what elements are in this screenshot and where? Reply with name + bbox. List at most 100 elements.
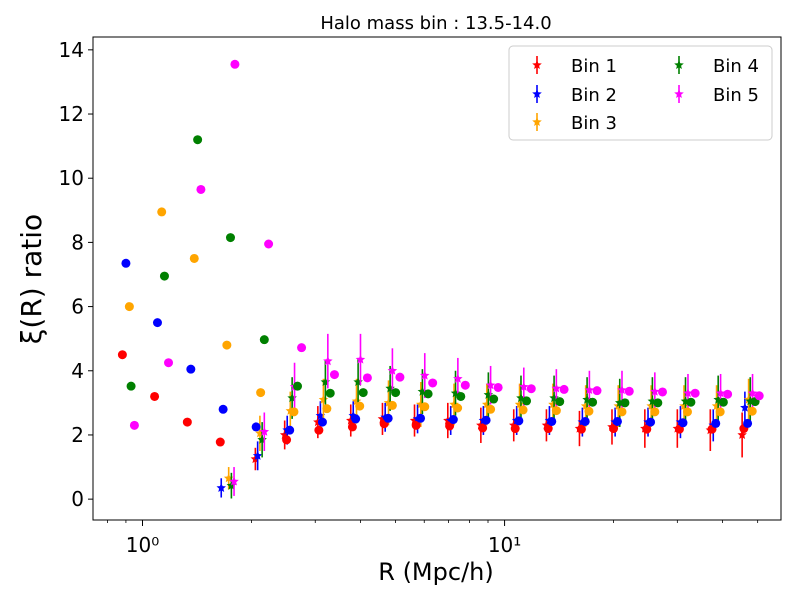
y-tick-label-7: 12 [59, 102, 84, 126]
series-1-circle-15 [609, 424, 619, 434]
series-5-point-8 [453, 373, 463, 383]
series-2-circle-7 [317, 417, 327, 427]
y-tick-label-3: 4 [71, 359, 84, 383]
series-4-circle-19 [718, 397, 728, 407]
series-5-circle-10 [428, 378, 438, 388]
series-5-circle-3 [196, 184, 206, 194]
series-5-point-11 [551, 383, 562, 393]
series-5-circle-18 [690, 388, 700, 398]
plot-frame [92, 36, 782, 521]
series-2-circle-17 [646, 417, 656, 427]
series-5-point-4 [323, 356, 333, 366]
series-4-circle-1 [126, 381, 136, 391]
series-5-circle-14 [559, 384, 569, 394]
series-2-circle-6 [285, 425, 295, 435]
series-4-circle-7 [325, 388, 335, 398]
series-3-circle-2 [157, 207, 167, 217]
series-2-circle-5 [251, 422, 261, 432]
series-1-circle-1 [117, 350, 127, 360]
series-4-circle-17 [653, 398, 663, 408]
series-1-circle-6 [314, 425, 324, 435]
y-tick-label-8: 14 [59, 38, 84, 62]
series-3-circle-4 [222, 340, 232, 350]
series-4-circle-11 [456, 391, 466, 401]
series-1-circle-16 [642, 424, 652, 434]
series-4-circle-13 [522, 396, 532, 406]
series-4-circle-15 [588, 397, 598, 407]
series-3-point-6 [383, 397, 394, 407]
series-4-point-7 [417, 386, 428, 396]
series-4-circle-16 [620, 398, 630, 408]
series-5-point-16 [715, 388, 726, 398]
series-3-circle-20 [747, 406, 757, 416]
series-1-circle-12 [510, 424, 520, 434]
series-5-circle-19 [723, 389, 733, 399]
series-1-circle-5 [282, 435, 292, 445]
series-2-point-4 [315, 410, 326, 420]
series-5-point-1 [229, 476, 239, 486]
series-1-circle-3 [182, 417, 192, 427]
series-1-point-16 [737, 430, 747, 439]
series-2-circle-9 [383, 413, 393, 423]
series-3-circle-6 [289, 407, 299, 417]
legend-label-1: Bin 1 [571, 56, 617, 77]
series-3-circle-1 [124, 302, 134, 312]
series-5-point-13 [617, 385, 627, 395]
series-5-circle-2 [164, 358, 174, 368]
series-3-point-2 [255, 428, 265, 438]
series-5-circle-1 [129, 420, 139, 430]
series-4-circle-14 [555, 397, 565, 407]
series-3-circle-13 [518, 405, 528, 415]
series-2-circle-16 [612, 416, 622, 426]
series-2-circle-15 [580, 416, 590, 426]
plot-marks [117, 59, 764, 499]
series-4-circle-3 [193, 135, 203, 145]
series-4-point-4 [320, 377, 331, 386]
series-4-circle-5 [259, 335, 269, 345]
series-4-circle-6 [293, 381, 303, 391]
series-3-circle-5 [256, 388, 266, 398]
legend-label-5: Bin 5 [713, 85, 759, 106]
axes: 0 2 4 6 8 10 12 14 10⁰ 10¹ [59, 38, 759, 557]
series-3-circle-12 [486, 404, 496, 414]
series-3-circle-14 [551, 406, 561, 416]
series-4-circle-12 [489, 394, 499, 404]
series-5-circle-13 [526, 384, 536, 394]
series-3-point-5 [351, 396, 362, 406]
series-5-point-12 [584, 385, 595, 395]
series-5-circle-20 [754, 391, 764, 401]
series-5-circle-7 [329, 370, 339, 380]
series-3-circle-3 [189, 253, 199, 263]
legend-marker-5 [674, 89, 684, 98]
series-1-circle-11 [478, 423, 488, 433]
series-5-point-5 [355, 354, 366, 364]
series-1-circle-7 [347, 422, 357, 432]
series-2-point-17 [740, 402, 750, 412]
x-tick-label-2: 10¹ [488, 533, 521, 557]
x-axis-label: R (Mpc/h) [378, 558, 493, 586]
series-3-point-17 [743, 394, 754, 404]
series-1-circle-4 [215, 437, 225, 447]
series-5-circle-11 [460, 380, 470, 390]
series-3-circle-8 [355, 401, 365, 411]
series-5-point-6 [387, 365, 398, 375]
y-tick-label-6: 10 [59, 166, 84, 190]
series-3-point-8 [449, 399, 459, 409]
series-2-circle-19 [711, 418, 721, 428]
series-5-point-2 [259, 426, 270, 436]
series-4-circle-10 [423, 389, 433, 399]
x-tick-label-1: 10⁰ [126, 533, 159, 557]
series-2-circle-10 [416, 413, 426, 423]
series-1-circle-9 [411, 420, 421, 430]
legend-marker-2 [532, 89, 542, 98]
series-2-circle-14 [547, 416, 557, 426]
series-4-point-5 [353, 377, 363, 386]
legend-marker-1 [532, 60, 542, 69]
series-2-circle-11 [448, 415, 458, 425]
series-2-circle-2 [152, 318, 162, 328]
series-4-point-15 [680, 396, 691, 406]
chart-title: Halo mass bin : 13.5-14.0 [320, 13, 551, 34]
series-4-circle-8 [358, 388, 368, 398]
series-5-point-7 [420, 370, 430, 380]
